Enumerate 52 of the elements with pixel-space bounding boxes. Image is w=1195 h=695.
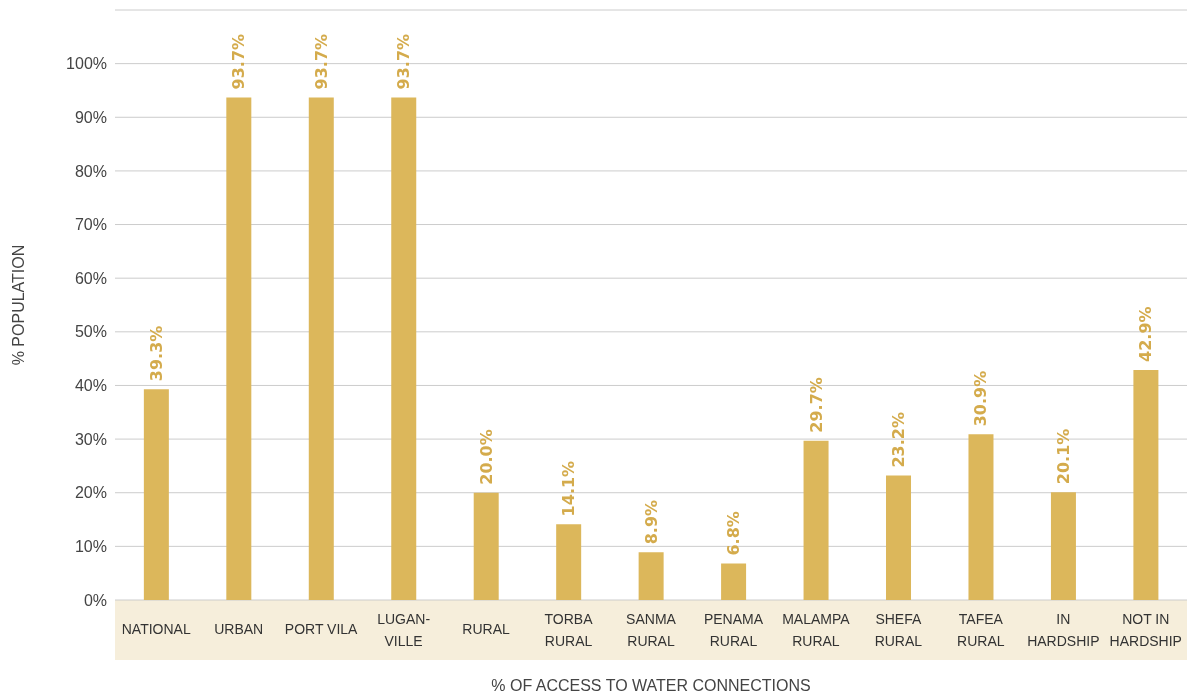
bar [226,97,252,600]
bar [143,389,169,600]
data-label: 93.7% [394,33,414,90]
y-tick-label: 20% [74,484,107,502]
x-tick-label: URBAN [214,621,264,637]
data-label: 93.7% [229,33,249,90]
x-tick-label: RURAL [462,621,511,637]
bar [308,97,334,600]
x-axis-title: % OF ACCESS TO WATER CONNECTIONS [491,677,811,694]
bar [886,475,912,600]
data-label: 8.9% [641,499,661,545]
data-label: 93.7% [311,33,331,90]
x-tick-label: NOT IN HARDSHIP [1109,611,1182,649]
x-tick-label: MALAMPA RURAL [782,611,851,649]
bar [1133,369,1159,600]
bar [803,440,829,600]
y-tick-label: 60% [74,269,107,287]
data-label: 29.7% [806,377,826,433]
y-tick-label: 0% [83,591,107,609]
x-tick-label: PENAMA RURAL [703,611,764,649]
bar [391,97,417,600]
y-tick-label: 10% [74,538,107,556]
y-tick-label: 30% [74,430,107,448]
data-label: 14.1% [559,460,579,517]
bar [556,524,582,600]
y-tick-label: 90% [74,108,107,126]
bar [473,492,499,600]
data-label: 42.9% [1136,306,1156,362]
x-tick-label: TAFEA RURAL [957,611,1005,649]
data-label: 39.3% [146,325,166,382]
y-tick-label: 80% [74,162,107,180]
bar [638,552,664,600]
x-tick-label: LUGAN-VILLE [377,611,431,649]
y-tick-label: 50% [74,323,107,341]
data-label: 30.9% [971,370,991,427]
bar [721,563,747,600]
bar [1050,492,1076,600]
y-tick-label: 100% [66,55,107,73]
x-tick-label: IN HARDSHIP [1027,611,1100,649]
y-tick-label: 40% [74,377,107,395]
x-tick-label: SHEFA RURAL [874,611,923,649]
y-axis-title: % POPULATION [9,244,27,366]
data-label: 6.8% [724,511,744,556]
data-label: 20.0% [476,429,496,485]
x-tick-label: NATIONAL [121,621,191,637]
x-tick-label: SANMA RURAL [626,611,677,649]
bar [968,434,994,600]
x-tick-label: TORBA RURAL [544,611,594,649]
data-label: 20.1% [1053,428,1073,485]
x-tick-label: PORT VILA [284,621,359,637]
y-tick-label: 70% [74,216,107,234]
data-label: 23.2% [889,412,909,468]
